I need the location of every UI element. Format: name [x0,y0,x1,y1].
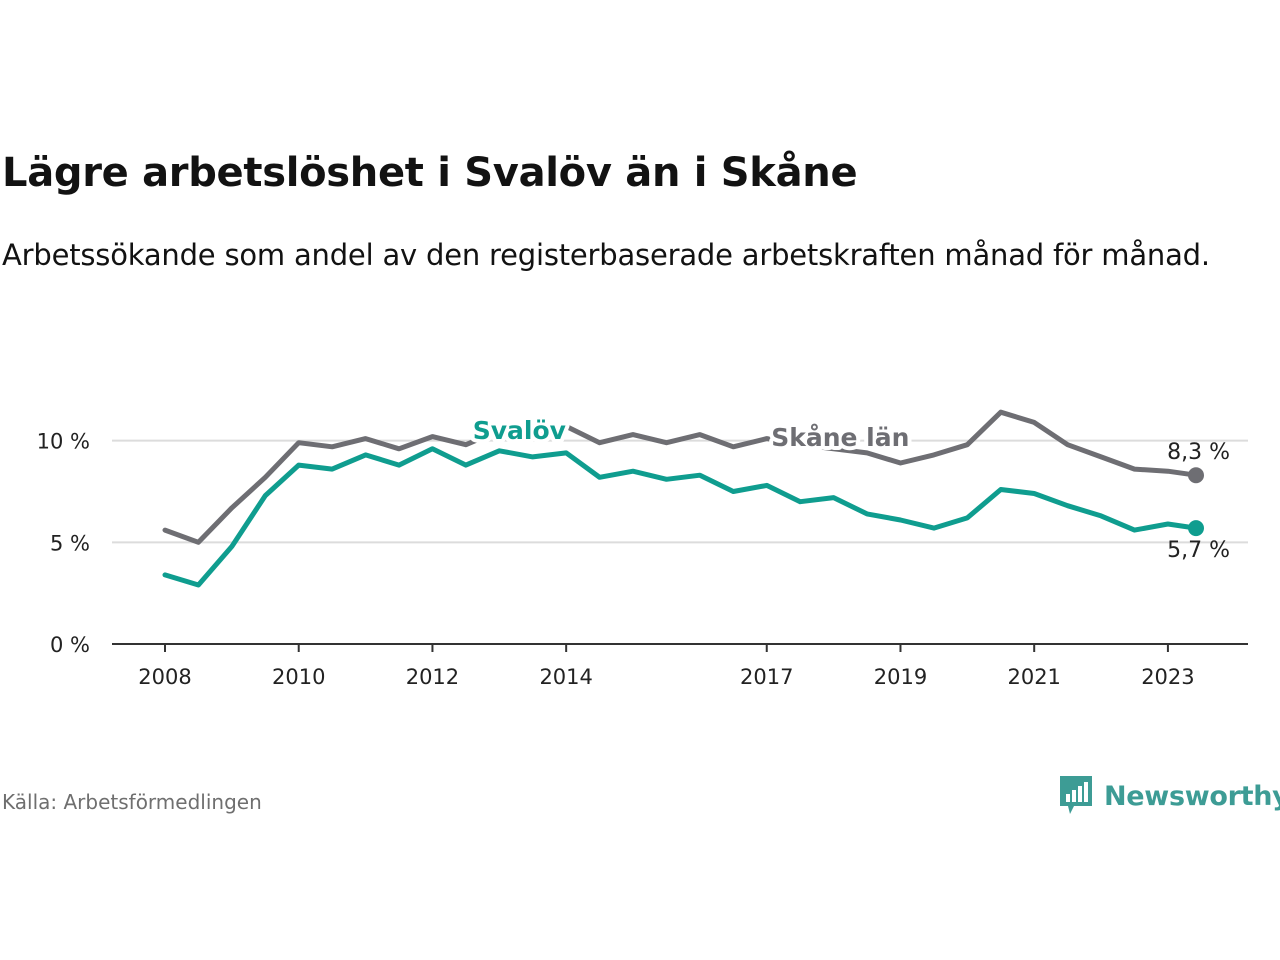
chart-title: Lägre arbetslöshet i Svalöv än i Skåne [2,150,858,196]
line-chart: 0 %5 %10 % 2008 2010 2012 2014 2017 2019 2021 2… [37,409,1248,689]
brand-logo[interactable]: Newsworthy [1058,774,1280,818]
x-tick-label: 2008 [138,665,191,689]
y-tick-label: 5 % [50,531,90,555]
x-tick-label: 2019 [874,665,927,689]
x-tick-label: 2017 [740,665,793,689]
series-end-point [1188,520,1204,537]
series-name-label: Svalöv [473,416,566,445]
series-lines [162,409,1204,588]
y-tick-label: 10 % [37,430,90,454]
x-tick-label: 2012 [406,665,459,689]
series-line-sval-v [162,446,1199,588]
x-tick-label: 2014 [539,665,592,689]
end-value-label: 8,3 % [1167,440,1230,465]
brand-name: Newsworthy [1104,780,1280,812]
series-name-label: Skåne län [771,423,909,452]
series-labels: 8,3 % 5,7 % Svalöv Skåne län [469,412,1230,563]
x-tick-label: 2021 [1007,665,1060,689]
x-tick-label: 2023 [1141,665,1194,689]
x-axis: 2008 2010 2012 2014 2017 2019 2021 2023 [112,643,1248,689]
series-line-sk-ne-l-n [162,409,1199,545]
y-axis: 0 % 5 % 10 % [37,430,90,657]
series-end-point [1188,467,1204,484]
y-tick-label: 0 % [50,633,90,657]
gridlines [112,439,1248,544]
chart-subtitle: Arbetssökande som andel av den registerb… [2,238,1210,272]
source-note: Källa: Arbetsförmedlingen [2,790,262,814]
end-value-label: 5,7 % [1167,538,1230,563]
x-tick-label: 2010 [272,665,325,689]
newsworthy-logo-icon [1060,776,1092,814]
